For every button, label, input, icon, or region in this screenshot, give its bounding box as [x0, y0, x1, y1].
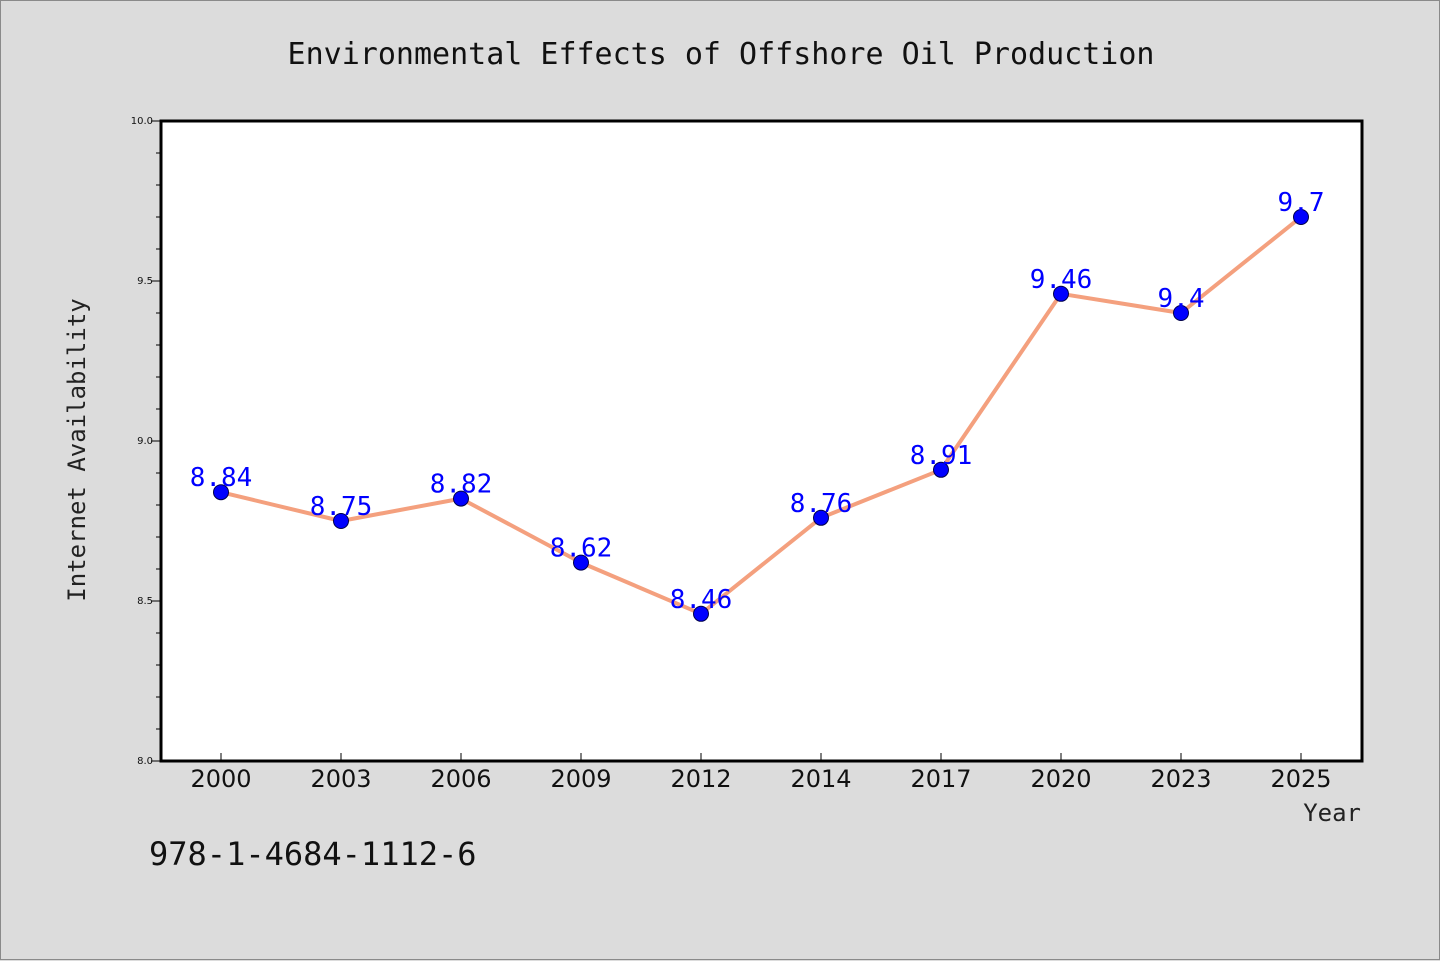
data-point — [453, 490, 469, 507]
y-tick-label: 8.5 — [137, 596, 153, 607]
x-tick-label: 2000 — [190, 765, 251, 793]
data-label: 8.91 — [910, 441, 973, 471]
plot-border — [159, 119, 1364, 763]
y-axis-label: Internet Availability — [63, 298, 91, 601]
y-tick-label: 8.0 — [137, 756, 153, 767]
data-point — [1293, 209, 1309, 225]
data-point — [933, 461, 949, 478]
data-label: 8.84 — [190, 463, 253, 493]
data-label: 8.76 — [790, 489, 853, 519]
data-point — [573, 554, 589, 571]
data-label: 8.46 — [670, 585, 733, 615]
chart-title: Environmental Effects of Offshore Oil Pr… — [288, 37, 1155, 72]
data-point — [693, 605, 709, 622]
x-tick-label: 2003 — [310, 765, 371, 793]
data-point — [213, 484, 229, 501]
series-line — [220, 215, 1303, 616]
y-tick-label: 9.5 — [137, 276, 153, 287]
data-point — [1053, 285, 1069, 302]
x-tick-label: 2023 — [1150, 765, 1211, 793]
isbn-text: 978-1-4684-1112-6 — [149, 835, 477, 873]
data-label: 9.46 — [1030, 265, 1093, 295]
data-point — [333, 513, 349, 529]
data-label: 8.82 — [430, 470, 493, 500]
x-tick-label: 2014 — [790, 765, 851, 793]
y-axis: 8.0 8.5 9.0 9.5 10.0 — [131, 116, 161, 767]
x-axis-label: Year — [1303, 799, 1361, 827]
data-markers — [213, 209, 1309, 622]
x-tick-label: 2006 — [430, 765, 491, 793]
x-tick-label: 2020 — [1030, 765, 1091, 793]
plot-area — [161, 121, 1362, 761]
data-label: 9.4 — [1158, 284, 1205, 314]
data-labels: 8.84 8.75 8.82 8.62 8.46 8.76 8.91 9.46 9.4 9.7 — [190, 188, 1325, 615]
data-point — [813, 509, 829, 526]
y-tick-label: 9.0 — [137, 436, 153, 447]
data-label: 8.62 — [550, 534, 613, 564]
x-tick-label: 2012 — [670, 765, 731, 793]
x-tick-label: 2009 — [550, 765, 611, 793]
data-point — [1173, 305, 1189, 321]
x-tick-label: 2017 — [910, 765, 971, 793]
data-label: 9.7 — [1278, 188, 1325, 218]
data-label: 8.75 — [310, 492, 373, 522]
x-axis: 2000 2003 2006 2009 2012 2014 2017 2020 2023 2025 — [190, 753, 1332, 793]
y-tick-label: 10.0 — [131, 116, 153, 127]
x-tick-label: 2025 — [1270, 765, 1331, 793]
